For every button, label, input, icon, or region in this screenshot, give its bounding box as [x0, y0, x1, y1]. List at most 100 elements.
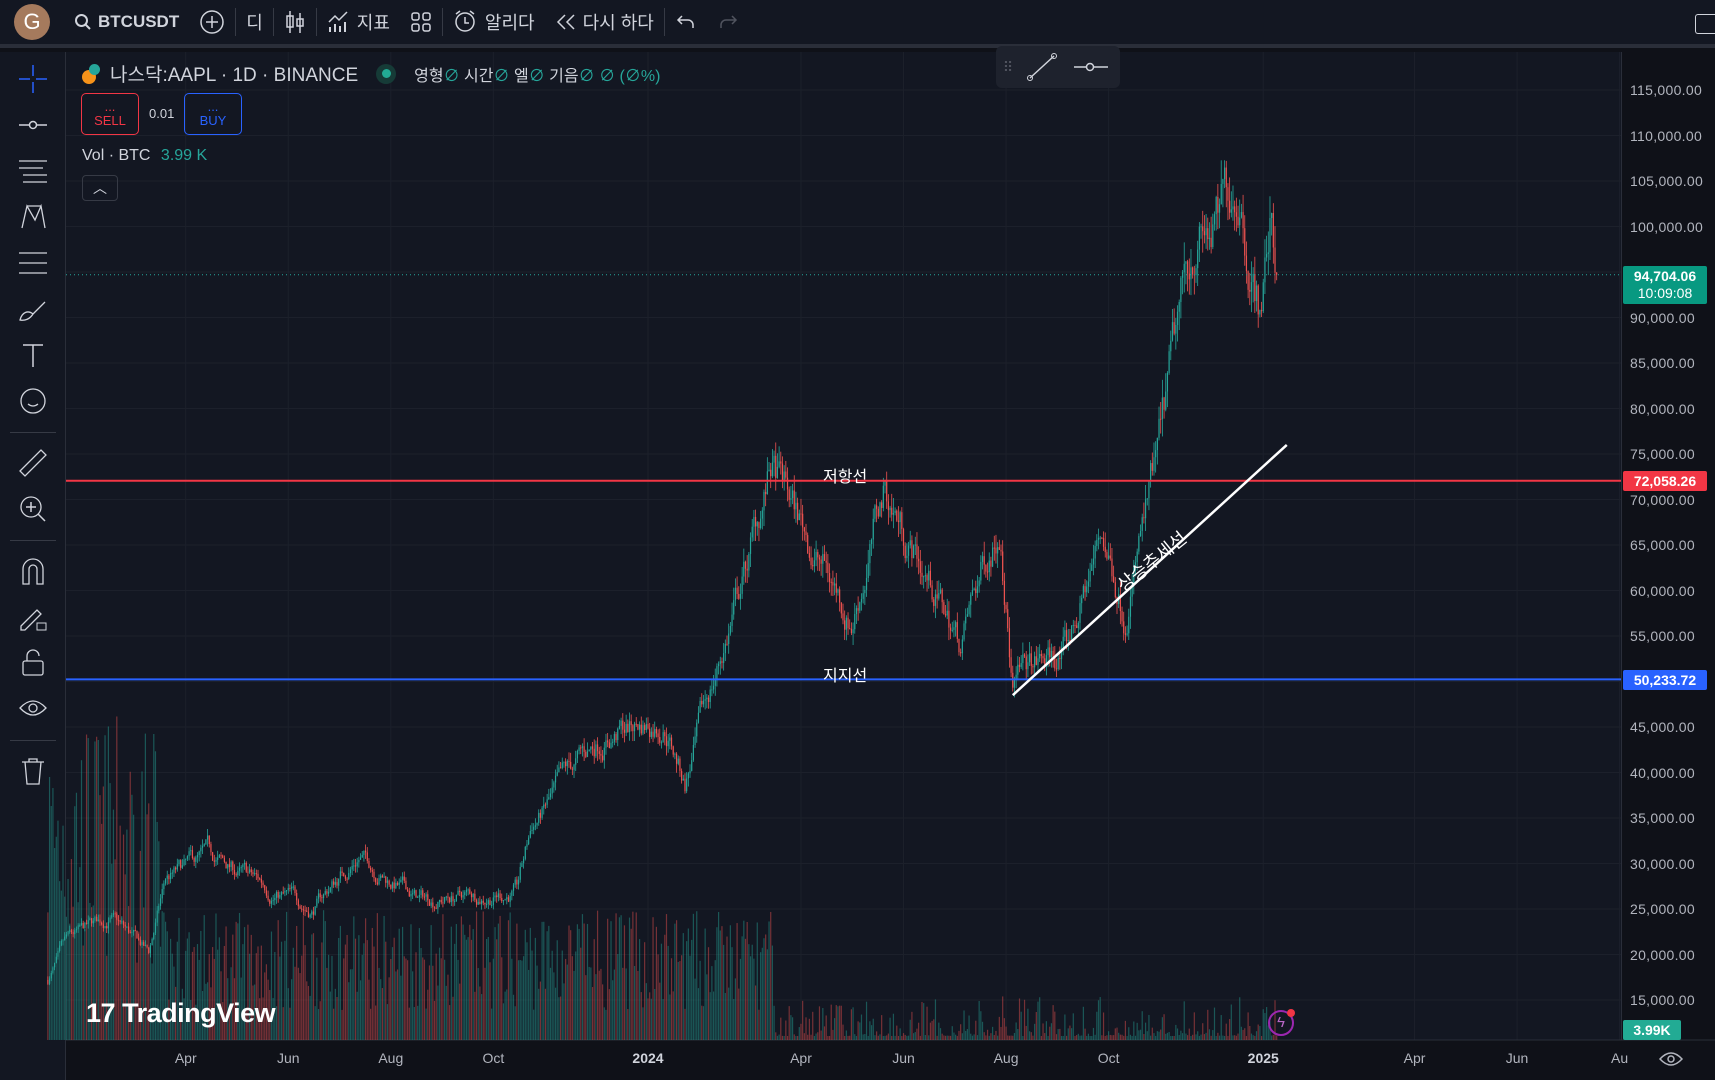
fullscreen-icon[interactable] [1695, 14, 1715, 34]
candle-body [813, 560, 816, 567]
market-status-icon[interactable] [376, 63, 397, 84]
horizontal-ray-icon[interactable] [1068, 50, 1114, 84]
candle-body [445, 896, 447, 898]
volume-bar [151, 963, 153, 1040]
candle-body [1237, 216, 1239, 226]
volume-bar [80, 760, 83, 1040]
candle-body [203, 844, 205, 846]
volume-bar [507, 920, 510, 1040]
volume-bar [139, 850, 141, 1040]
trend-line-icon[interactable] [1020, 50, 1068, 84]
price-axis[interactable] [1621, 52, 1715, 1040]
icon-tool[interactable] [14, 382, 52, 420]
volume-bar [395, 971, 397, 1040]
text-tool[interactable] [14, 336, 52, 374]
volume-bar [474, 991, 476, 1040]
brush-tool[interactable] [14, 290, 52, 328]
volume-bar [270, 931, 273, 1040]
candle-body [618, 725, 621, 729]
order-quantity[interactable]: 0.01 [149, 106, 175, 121]
candle-body [738, 593, 740, 599]
volume-bar [771, 945, 773, 1040]
settings-icon[interactable] [1658, 1048, 1684, 1070]
candle-body [1123, 621, 1125, 634]
drag-handle-icon[interactable]: ⠿ [1002, 58, 1014, 75]
volume-bar [533, 1009, 535, 1040]
indicators-button[interactable]: 지표 [317, 4, 400, 40]
hide-drawings-button[interactable] [14, 690, 52, 728]
volume-bar [457, 959, 459, 1040]
volume-bar [526, 942, 528, 1040]
volume-bar [1183, 1001, 1185, 1040]
volume-bar [924, 1035, 926, 1040]
volume-bar [773, 1005, 775, 1040]
chart-type-button[interactable] [274, 4, 316, 40]
candle-body [264, 885, 266, 891]
volume-bar [292, 947, 294, 1040]
volume-bar [1192, 1034, 1194, 1040]
volume-bar [529, 927, 531, 1040]
candle-body [97, 919, 99, 922]
candle-body [1077, 622, 1079, 629]
collapse-legend-button[interactable]: ︿ [82, 175, 118, 201]
volume-bar [1104, 1035, 1106, 1040]
volume-bar [48, 776, 51, 1040]
undo-button[interactable] [665, 4, 707, 40]
volume-bar [316, 957, 318, 1040]
candle-body [363, 850, 365, 855]
candle-body [907, 545, 910, 556]
measure-tool[interactable] [14, 444, 52, 482]
interval-button[interactable]: 디 [246, 13, 263, 33]
candle-body [1067, 640, 1069, 642]
alert-button[interactable]: 알리다 [443, 4, 545, 40]
candle-body [398, 882, 400, 885]
volume-bar [370, 1008, 372, 1040]
layouts-button[interactable] [400, 4, 442, 40]
volume-bar [425, 1008, 427, 1040]
volume-bar [275, 1006, 278, 1040]
candle-body [549, 793, 552, 798]
pattern-tool[interactable] [14, 198, 52, 236]
fib-tool[interactable] [14, 152, 52, 190]
symbol-title[interactable]: 나스닥:AAPL · 1D · BINANCE [110, 65, 359, 86]
crosshair-tool[interactable] [14, 60, 52, 98]
lightning-icon[interactable]: ϟ [1268, 1009, 1295, 1036]
volume-bar [1091, 1035, 1093, 1040]
replay-button[interactable]: 다시 하다 [545, 4, 664, 40]
buy-button[interactable]: ... BUY [184, 93, 242, 135]
volume-bar [1202, 1023, 1204, 1040]
volume-bar [807, 1034, 809, 1040]
volume-bar [523, 956, 525, 1040]
redo-button[interactable] [707, 4, 749, 40]
candle-body [343, 873, 345, 877]
candle-body [1114, 582, 1116, 598]
volume-bar [1247, 1012, 1249, 1040]
volume-bar [655, 926, 658, 1040]
compare-symbol-button[interactable] [189, 4, 235, 40]
symbol-search-button[interactable]: BTCUSDT [64, 4, 189, 40]
volume-bar [640, 992, 642, 1040]
candle-body [561, 762, 563, 768]
sell-button[interactable]: ... SELL [81, 93, 139, 135]
candle-body [106, 926, 108, 929]
candle-body [301, 908, 303, 910]
volume-bar [50, 806, 52, 1040]
magnet-button[interactable] [14, 552, 52, 590]
trend-line-tool[interactable] [14, 106, 52, 144]
volume-bar [786, 1035, 789, 1040]
volume-bar [1276, 1035, 1278, 1040]
volume-bar [459, 983, 461, 1040]
candle-body [121, 921, 123, 923]
remove-drawings-button[interactable] [14, 752, 52, 790]
lock-all-button[interactable] [14, 644, 52, 682]
volume-bar [351, 969, 353, 1040]
avatar[interactable]: G [14, 4, 50, 40]
zoom-tool[interactable] [14, 490, 52, 528]
volume-bar [637, 970, 639, 1040]
candle-body [1225, 167, 1227, 188]
lock-drawings-button[interactable] [14, 598, 52, 636]
forecast-tool[interactable] [14, 244, 52, 282]
candle-body [469, 889, 471, 894]
volume-bar [1089, 1035, 1091, 1040]
